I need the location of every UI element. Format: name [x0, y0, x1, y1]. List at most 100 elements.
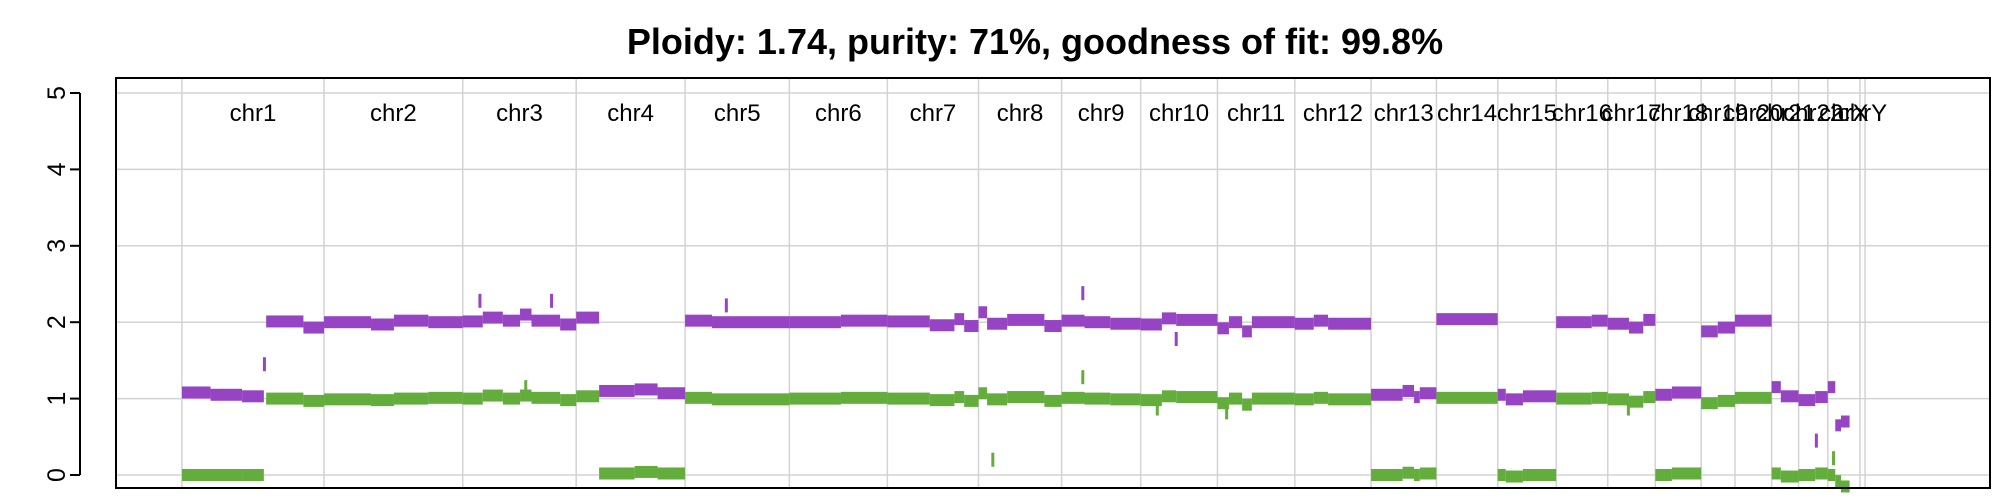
cn-segment [954, 313, 964, 325]
cn-segment [1371, 469, 1403, 481]
cn-segment [1242, 325, 1252, 337]
grid-lines [116, 78, 1990, 488]
cn-point [725, 298, 728, 312]
cn-segment [324, 316, 371, 328]
cn-segment [428, 392, 462, 404]
chromosome-label: chr9 [1078, 100, 1125, 127]
cn-segment [1162, 390, 1176, 402]
cn-segment [1007, 314, 1044, 326]
cn-segment [1062, 315, 1085, 327]
cn-segment [1556, 316, 1592, 328]
cn-segment [211, 389, 243, 401]
cn-segment [1328, 318, 1371, 330]
cn-segment [685, 315, 712, 327]
cn-segment [964, 320, 978, 332]
minor-allele-series [182, 370, 1850, 492]
cn-segment [1828, 381, 1835, 393]
cn-segment [1655, 389, 1672, 401]
cn-segment [324, 393, 371, 405]
cn-segment [1110, 393, 1140, 405]
cn-segment [1506, 393, 1523, 405]
cn-segment [1672, 386, 1701, 398]
cn-segment [1044, 395, 1061, 407]
cn-segment [1629, 322, 1643, 334]
cn-segment [531, 392, 560, 404]
plot-frame [116, 78, 1990, 488]
cn-segment [978, 387, 987, 399]
cn-segment [1498, 389, 1506, 401]
cn-segment [1229, 316, 1242, 328]
cn-segment [1044, 320, 1061, 332]
cn-segment [1295, 318, 1314, 330]
cn-segment [1655, 469, 1672, 481]
cn-segment [1252, 316, 1295, 328]
cn-point [550, 294, 553, 308]
cn-segment [1735, 392, 1772, 404]
cn-segment [1403, 385, 1414, 397]
cn-segment [841, 315, 887, 327]
cn-segment [1062, 392, 1085, 404]
cn-segment [978, 306, 987, 318]
y-tick-label: 4 [43, 162, 71, 176]
cn-segment [1328, 393, 1371, 405]
cn-segment [1252, 393, 1295, 405]
cn-segment [635, 383, 658, 395]
cn-segment [1414, 469, 1420, 481]
cn-segment [1403, 467, 1414, 479]
cn-segment [483, 390, 503, 402]
cn-segment [1556, 393, 1592, 405]
segment-marks [182, 286, 1850, 492]
cn-point [1081, 286, 1084, 300]
cn-point [478, 294, 481, 308]
cn-segment [1701, 325, 1718, 337]
cn-segment [576, 312, 599, 324]
cn-segment [712, 316, 789, 328]
chromosome-label: chr1 [230, 100, 277, 127]
chromosome-label: chr12 [1303, 100, 1363, 127]
cn-segment [599, 385, 635, 397]
cn-segment [930, 394, 955, 406]
cn-segment [1414, 391, 1420, 403]
cn-segment [789, 393, 841, 405]
cn-segment [1629, 396, 1643, 408]
chromosome-label: chr4 [607, 100, 654, 127]
cn-segment [1799, 394, 1816, 406]
cn-segment [1314, 315, 1328, 327]
cn-segment [1608, 393, 1629, 405]
cn-point [991, 453, 994, 467]
cn-segment [1592, 392, 1608, 404]
cn-segment [1436, 313, 1497, 325]
cn-segment [599, 467, 635, 479]
cn-segment [1217, 322, 1228, 334]
cn-segment [987, 393, 1007, 405]
chromosome-label: chr15 [1497, 100, 1557, 127]
cn-segment [1799, 469, 1816, 481]
cn-segment [1701, 397, 1718, 409]
cn-segment [531, 315, 560, 327]
cn-segment [1295, 393, 1314, 405]
chart-title: Ploidy: 1.74, purity: 71%, goodness of f… [627, 21, 1443, 62]
chromosome-label: chrY [1838, 100, 1887, 127]
chromosome-label: chr11 [1227, 100, 1285, 127]
y-tick-label: 3 [43, 239, 71, 253]
cn-segment [483, 312, 503, 324]
chromosome-label: chr14 [1437, 100, 1497, 127]
cn-segment [503, 393, 520, 405]
cn-segment [182, 386, 211, 398]
cn-segment [1420, 467, 1437, 479]
cn-segment [1523, 469, 1556, 481]
cn-segment [1835, 419, 1841, 431]
cn-segment [987, 318, 1007, 330]
cn-segment [1371, 389, 1403, 401]
cn-segment [1242, 399, 1252, 411]
cn-segment [1007, 391, 1044, 403]
cn-segment [1314, 392, 1328, 404]
y-tick-label: 5 [43, 86, 71, 100]
cn-point [1832, 451, 1835, 465]
cn-point [1175, 332, 1178, 346]
cn-segment [371, 394, 394, 406]
cn-segment [1162, 312, 1176, 324]
cn-segment [303, 395, 324, 407]
cn-segment [242, 390, 264, 402]
y-tick-label: 2 [43, 315, 71, 329]
